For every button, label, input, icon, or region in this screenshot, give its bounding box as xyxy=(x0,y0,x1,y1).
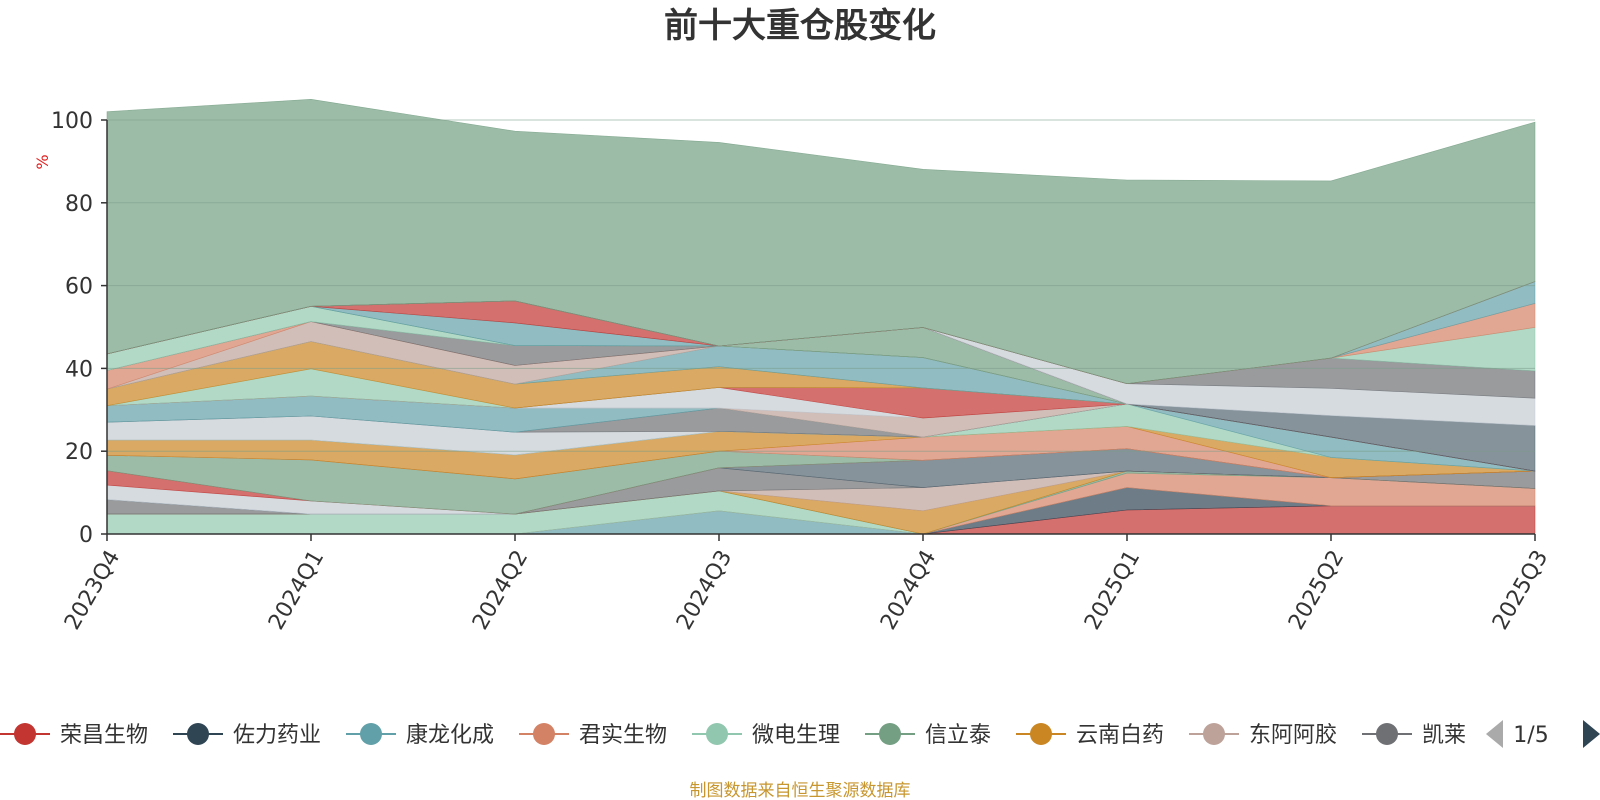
legend-marker xyxy=(879,723,901,745)
legend-label: 云南白药 xyxy=(1076,723,1164,748)
legend: 荣昌生物 佐力药业 康龙化成 君实生物 微电生理 信立泰 云南白药 东阿阿胶 凯莱 1/5 xyxy=(0,720,1600,748)
area-series-41 xyxy=(106,98,1536,385)
x-tick-label: 2025Q1 xyxy=(1080,546,1145,634)
legend-items: 荣昌生物 佐力药业 康龙化成 君实生物 微电生理 信立泰 云南白药 东阿阿胶 凯莱 xyxy=(0,723,1466,748)
x-tick-label: 2025Q3 xyxy=(1488,546,1553,634)
legend-item[interactable]: 微电生理 xyxy=(692,723,840,748)
legend-marker xyxy=(706,723,728,745)
data-source-note: 制图数据来自恒生聚源数据库 xyxy=(690,781,911,800)
legend-marker xyxy=(187,723,209,745)
x-tick-label: 2024Q4 xyxy=(876,546,941,634)
legend-item[interactable]: 东阿阿胶 xyxy=(1189,723,1337,748)
x-tick-label: 2024Q3 xyxy=(672,546,737,634)
legend-marker xyxy=(1376,723,1398,745)
legend-label: 康龙化成 xyxy=(406,723,494,748)
plot-area xyxy=(106,98,1536,535)
x-tick-label: 2025Q2 xyxy=(1284,546,1349,634)
legend-marker xyxy=(1030,723,1052,745)
y-tick-label: 100 xyxy=(51,109,93,134)
legend-marker xyxy=(533,723,555,745)
legend-item[interactable]: 凯莱 xyxy=(1362,723,1466,748)
legend-next-page-icon[interactable] xyxy=(1583,720,1600,748)
x-tick-label: 2024Q2 xyxy=(468,546,533,634)
x-tick-label: 2023Q4 xyxy=(60,546,125,634)
legend-item[interactable]: 康龙化成 xyxy=(346,723,494,748)
y-tick-label: 40 xyxy=(65,357,93,382)
legend-item[interactable]: 荣昌生物 xyxy=(0,723,148,748)
legend-page-indicator: 1/5 xyxy=(1513,723,1548,748)
legend-item[interactable]: 云南白药 xyxy=(1016,723,1164,748)
legend-label: 君实生物 xyxy=(579,723,667,748)
legend-label: 凯莱 xyxy=(1422,723,1466,748)
legend-marker xyxy=(360,723,382,745)
legend-label: 微电生理 xyxy=(752,723,840,748)
chart-title: 前十大重仓股变化 xyxy=(664,6,936,46)
x-tick-label: 2024Q1 xyxy=(264,546,329,634)
y-tick-label: 80 xyxy=(65,192,93,217)
legend-prev-page-icon[interactable] xyxy=(1486,720,1503,748)
grid-lines xyxy=(107,119,1535,452)
legend-label: 荣昌生物 xyxy=(60,723,148,748)
y-tick-label: 20 xyxy=(65,440,93,465)
legend-label: 信立泰 xyxy=(925,723,991,748)
legend-item[interactable]: 君实生物 xyxy=(519,723,667,748)
legend-item[interactable]: 信立泰 xyxy=(865,723,991,748)
y-tick-label: 0 xyxy=(79,523,93,548)
legend-label: 东阿阿胶 xyxy=(1249,723,1337,748)
legend-marker xyxy=(1203,723,1225,745)
legend-marker xyxy=(14,723,36,745)
y-tick-label: 60 xyxy=(65,275,93,300)
legend-item[interactable]: 佐力药业 xyxy=(173,723,321,748)
y-axis-label: % xyxy=(33,154,52,169)
legend-label: 佐力药业 xyxy=(233,723,321,748)
